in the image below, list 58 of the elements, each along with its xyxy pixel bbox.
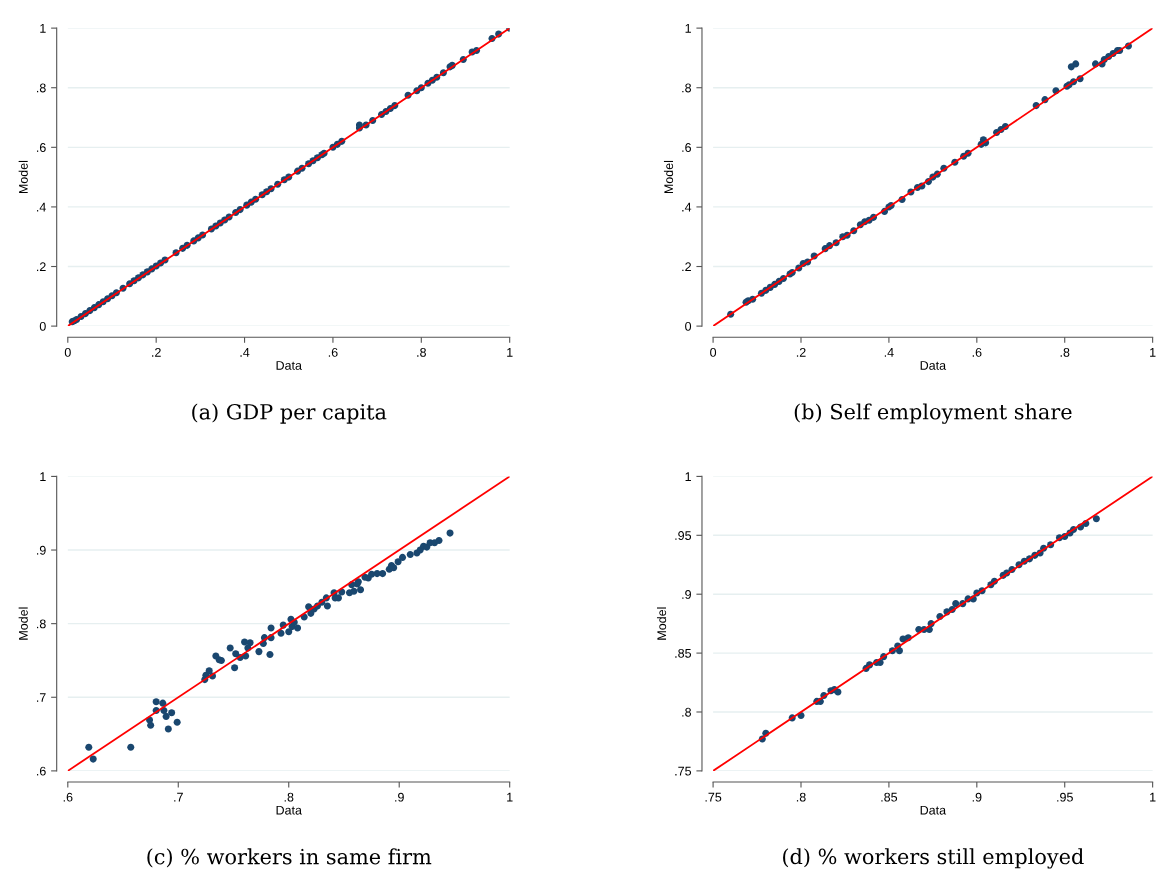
text: (d) % workers still employed [783, 848, 1084, 869]
y-tick-label: 0 [39, 321, 46, 331]
y-tick-label: 0 [685, 321, 692, 331]
y-tick-label: .9 [682, 590, 691, 599]
x-tick-label: 1 [507, 348, 513, 357]
y-tick-label: .4 [682, 202, 692, 212]
x-axis-title: Data [920, 361, 947, 370]
x-tick-label: .6 [328, 347, 338, 357]
x-tick-label: .85 [881, 792, 898, 802]
x-tick-label: .4 [240, 348, 250, 357]
y-tick-label: .8 [36, 619, 46, 629]
y-tick-label: .6 [682, 143, 692, 152]
x-tick-label: 1 [1150, 348, 1156, 357]
text: (a) GDP per capita [192, 403, 387, 424]
x-tick-label: .9 [395, 792, 404, 802]
x-tick-label: .2 [796, 347, 806, 357]
x-tick-label: .6 [972, 347, 982, 357]
y-tick-label: .9 [36, 545, 46, 555]
x-tick-label: .8 [284, 792, 294, 802]
y-axis-title: Model [656, 607, 667, 640]
y-axis-title: Model [663, 160, 674, 194]
y-tick-label: .85 [675, 648, 692, 658]
y-tick-label: .6 [36, 766, 46, 776]
text: (c) % workers in same firm [147, 848, 432, 868]
x-tick-label: .9 [972, 792, 982, 802]
x-axis-title: Data [276, 361, 302, 370]
y-tick-label: .7 [36, 693, 46, 702]
y-tick-label: .95 [675, 531, 692, 540]
y-tick-label: 1 [40, 472, 46, 481]
x-tick-label: 1 [1150, 792, 1156, 802]
x-tick-label: 1 [507, 792, 513, 802]
x-tick-label: .2 [152, 347, 161, 357]
x-tick-label: .75 [705, 792, 722, 802]
x-tick-label: .8 [796, 792, 806, 802]
y-tick-label: 1 [685, 24, 691, 33]
y-tick-label: .75 [675, 766, 692, 776]
x-tick-label: .95 [1057, 792, 1073, 802]
y-tick-label: .6 [36, 143, 46, 152]
y-tick-label: .8 [682, 83, 692, 93]
x-tick-label: 0 [710, 347, 717, 357]
x-tick-label: .4 [884, 348, 894, 357]
text: (b) Self employment share [794, 403, 1072, 424]
x-tick-label: .8 [1060, 347, 1070, 357]
y-axis-title: Model [18, 160, 28, 194]
x-axis-title: Data [920, 805, 947, 815]
y-tick-label: .2 [682, 262, 691, 272]
y-tick-label: .8 [682, 707, 692, 717]
y-axis-title: Model [18, 607, 28, 640]
y-tick-label: .8 [36, 83, 46, 93]
x-tick-label: .7 [174, 792, 183, 802]
x-axis-title: Data [276, 805, 302, 815]
y-tick-label: .4 [36, 202, 46, 212]
y-tick-label: .2 [36, 262, 46, 272]
x-tick-label: .8 [417, 347, 426, 357]
y-tick-label: 1 [40, 24, 46, 33]
x-tick-label: .6 [63, 792, 73, 802]
y-tick-label: 1 [685, 472, 691, 481]
x-tick-label: 0 [64, 347, 71, 357]
